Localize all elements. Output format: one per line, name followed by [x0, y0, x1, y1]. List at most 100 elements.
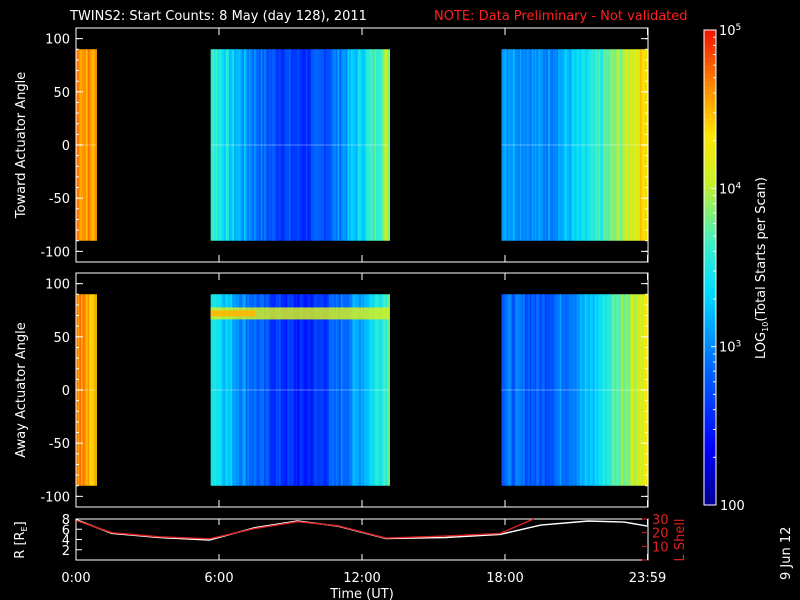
heatmap-cell [631, 294, 634, 486]
heatmap-cell [279, 294, 282, 486]
heatmap-cell [559, 294, 563, 486]
colorbar-cell [704, 121, 716, 126]
y-tick-label: 50 [53, 331, 70, 346]
heatmap-cell [297, 294, 300, 486]
heatmap-cell [349, 294, 352, 486]
time-axis: 0:00 6:00 12:00 18:00 23:59 Time (UT) [61, 571, 666, 600]
heatmap-cell [624, 294, 628, 486]
heatmap-cell [255, 294, 258, 486]
y-axis-label: Away Actuator Angle [14, 322, 29, 457]
heatmap-cell [359, 294, 362, 486]
heatmap-cell [574, 49, 578, 241]
colorbar-cell [704, 307, 716, 312]
heatmap-cell [506, 294, 509, 486]
heatmap-cell [269, 294, 272, 486]
colorbar-cell [704, 465, 716, 470]
heatmap-cell [87, 294, 90, 486]
colorbar-tick-base: 10 [719, 24, 736, 39]
heatmap-cell [82, 294, 85, 486]
heatmap-cell [504, 294, 508, 486]
heatmap-cell [327, 294, 330, 486]
colorbar-cell [704, 168, 716, 174]
heatmap-cell [367, 49, 370, 241]
colorbar-cell [704, 429, 716, 435]
heatmap-cell [531, 49, 534, 241]
heatmap-cell [249, 294, 252, 486]
heatmap-cell [573, 49, 576, 241]
colorbar-cell [704, 501, 716, 506]
heatmap-cell [269, 49, 272, 241]
heatmap-cell [305, 294, 309, 486]
heatmap-cell [599, 49, 603, 241]
heatmap-cell [235, 49, 238, 241]
heatmap-cell [551, 294, 554, 486]
heatmap-cell [614, 49, 618, 241]
heatmap-cell [317, 49, 320, 241]
heatmap-cell [509, 49, 513, 241]
heatmap-cell [324, 49, 327, 241]
heatmap-cell [534, 49, 538, 241]
heatmap-cell [589, 294, 593, 486]
heatmap-cell [222, 294, 225, 486]
heatmap-cell [583, 294, 586, 486]
heatmap-cell [239, 49, 242, 241]
colorbar-cell [704, 125, 716, 130]
colorbar-label-main: LOG [754, 332, 769, 359]
colorbar-cell [704, 223, 716, 229]
heatmap-cell [96, 49, 97, 241]
heatmap-cell [556, 49, 559, 241]
r-axis-label-main: R [R [13, 531, 28, 558]
heatmap-cell [503, 294, 506, 486]
heatmap-cell [91, 49, 94, 241]
heatmap-cell [536, 294, 539, 486]
colorbar-cell [704, 196, 716, 201]
heatmap-cell [538, 294, 541, 486]
colorbar-cell [704, 386, 716, 391]
heatmap-cell [362, 294, 365, 486]
colorbar-cell [704, 85, 716, 90]
heatmap-cell [626, 49, 629, 241]
y-tick-label: 0 [62, 139, 70, 154]
heatmap-cell [613, 294, 616, 486]
heatmap-cell [382, 49, 385, 241]
heatmap-cell [524, 294, 528, 486]
colorbar-cell [704, 156, 716, 162]
heatmap-cell [521, 49, 524, 241]
colorbar-cell [704, 338, 716, 344]
heatmap-cell [367, 294, 370, 486]
heatmap-cell [325, 49, 329, 241]
colorbar-cell [704, 57, 716, 63]
heatmap-cell [257, 49, 260, 241]
heatmap-cell [217, 49, 220, 241]
heatmap-cell [350, 294, 354, 486]
heatmap-cell [219, 49, 222, 241]
colorbar-cell [704, 326, 716, 332]
heatmap-cell [613, 49, 616, 241]
colorbar-cell [704, 378, 716, 383]
heatmap-cell [546, 49, 549, 241]
heatmap-cell [519, 49, 523, 241]
heatmap-cell [374, 49, 377, 241]
heatmap-cell [89, 49, 92, 241]
heatmap-cell [569, 294, 573, 486]
heatmap-cell [259, 294, 262, 486]
colorbar-cell [704, 299, 716, 304]
heatmap-cell [548, 49, 551, 241]
heatmap-cell [571, 49, 574, 241]
heatmap-cell [609, 49, 613, 241]
heatmap-cell [554, 294, 558, 486]
colorbar-cell [704, 342, 716, 348]
x-tick-label: 18:00 [486, 571, 523, 586]
heatmap-cell [516, 294, 519, 486]
heatmap-cell [309, 294, 312, 486]
colorbar-cell [704, 469, 716, 474]
colorbar-cell [704, 413, 716, 419]
heatmap-cell [608, 294, 611, 486]
colorbar-cell [704, 212, 716, 217]
heatmap-cell [252, 294, 255, 486]
heatmap-cell [329, 294, 332, 486]
colorbar-cell [704, 148, 716, 154]
heatmap-cell [549, 49, 553, 241]
colorbar-cell [704, 200, 716, 205]
